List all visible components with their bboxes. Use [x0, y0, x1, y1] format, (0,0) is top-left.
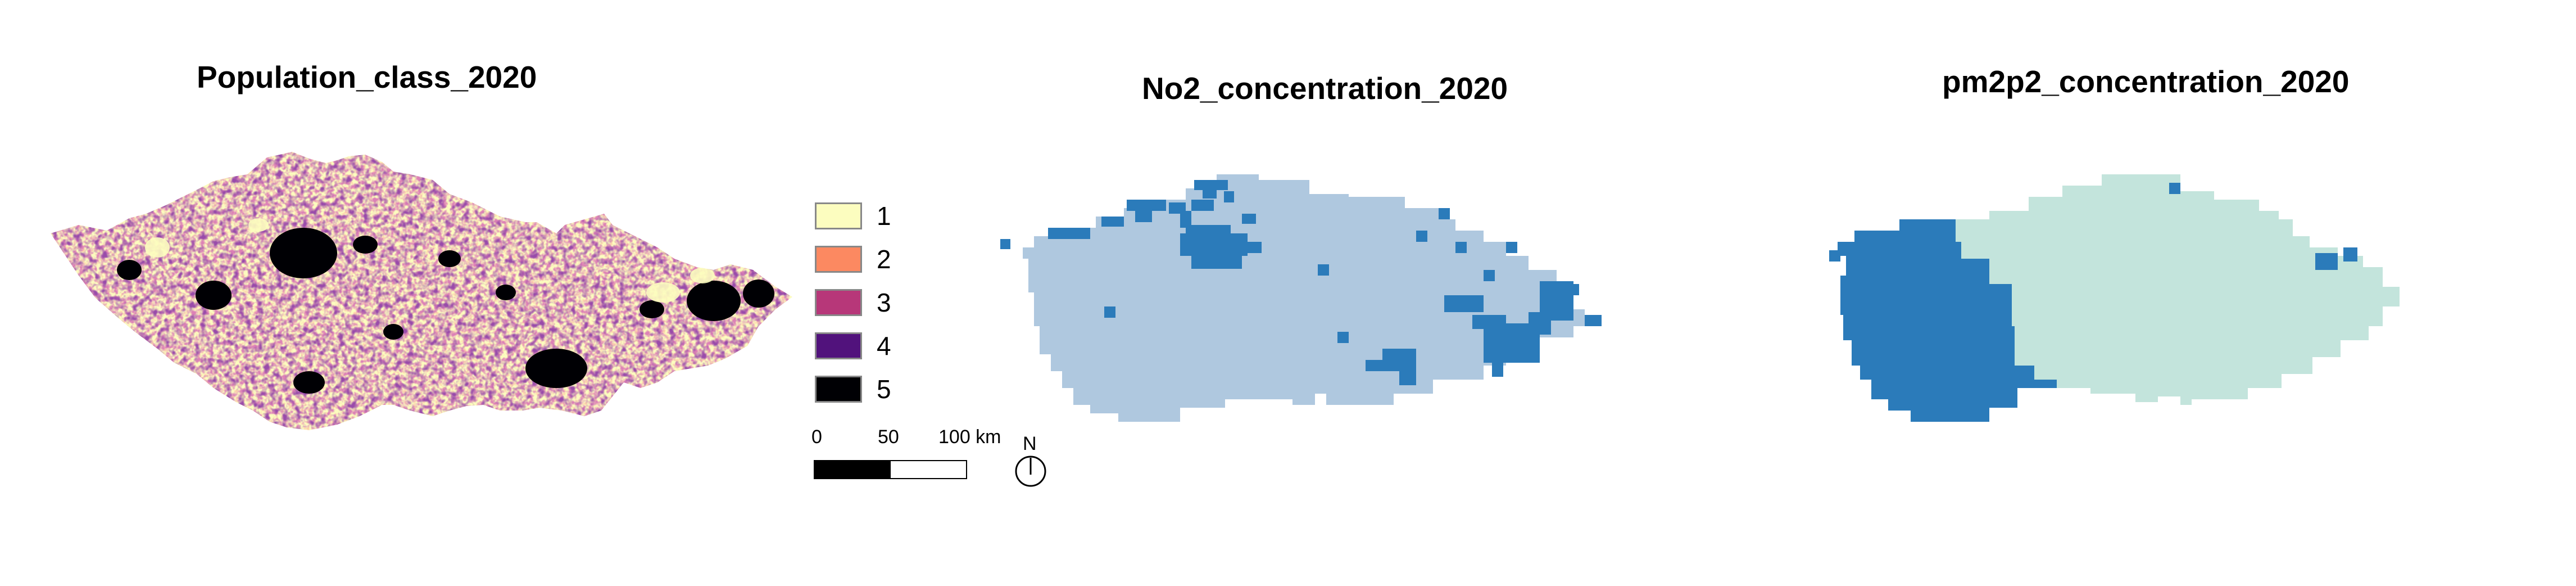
north-arrow-label: N: [1023, 433, 1037, 454]
legend-item-3: 3: [815, 288, 927, 323]
legend-label-5: 5: [877, 375, 891, 404]
legend-swatch-5: [815, 376, 862, 403]
population-map: [51, 152, 792, 430]
scale-label-50: 50: [878, 426, 899, 448]
pm2p5-high-zone: [1829, 183, 2357, 422]
legend-item-2: 2: [815, 245, 927, 280]
legend-swatch-3: [815, 289, 862, 316]
no2-low-zone: [1023, 174, 1585, 422]
legend-item-4: 4: [815, 331, 927, 366]
legend-label-4: 4: [877, 331, 891, 360]
pm2p5-low-zone: [1956, 174, 2400, 405]
north-arrow-icon: [1015, 456, 1046, 487]
scale-bar-graphic: [814, 460, 967, 479]
legend-item-5: 5: [815, 375, 927, 409]
legend-swatch-1: [815, 202, 862, 229]
legend-item-1: 1: [815, 201, 927, 236]
legend-swatch-4: [815, 332, 862, 359]
no2-high-zone: [1000, 180, 1602, 385]
scale-label-100: 100 km: [938, 426, 1001, 448]
pm2p5-map: [1829, 174, 2400, 422]
legend-label-3: 3: [877, 288, 891, 317]
legend-swatch-2: [815, 246, 862, 273]
scale-label-0: 0: [811, 426, 822, 448]
legend-label-2: 2: [877, 245, 891, 274]
map-title-population: Population_class_2020: [197, 60, 537, 94]
map-title-pm2p5: pm2p2_concentration_2020: [1942, 64, 2350, 99]
legend-label-1: 1: [877, 201, 891, 231]
no2-map: [1000, 174, 1602, 422]
map-title-no2: No2_concentration_2020: [1142, 71, 1508, 106]
